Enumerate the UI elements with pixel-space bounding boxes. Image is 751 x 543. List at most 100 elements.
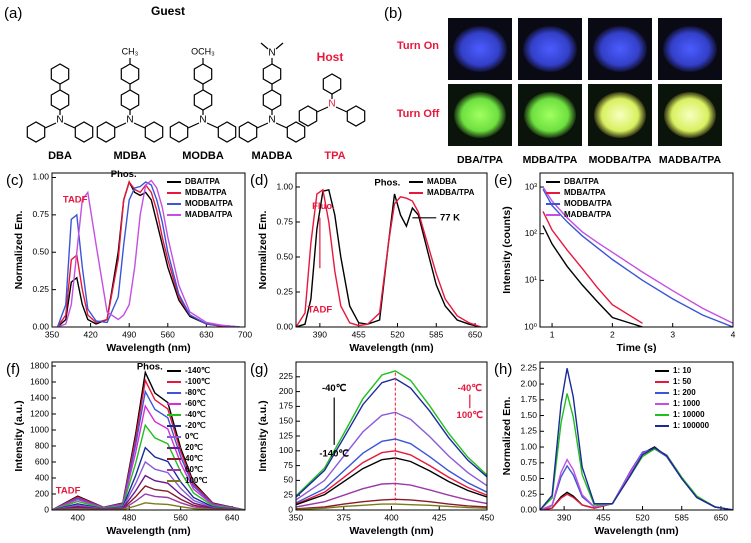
sample-label: MADBA/TPA (659, 154, 722, 166)
y-tick-label: 1400 (30, 392, 49, 402)
legend-label: -20℃ (185, 421, 206, 430)
legend-label: DBA/TPA (564, 177, 599, 186)
panel-label: (h) (494, 361, 512, 378)
y-tick-label: 125 (279, 430, 293, 440)
annotation: TADF (56, 485, 81, 496)
y-axis-label: Normalized Em. (501, 397, 513, 476)
series-line (542, 225, 643, 327)
y-tick-label: 400 (35, 472, 49, 482)
bond (114, 122, 127, 129)
powder (594, 92, 646, 138)
y-tick-label: 0.25 (32, 284, 49, 294)
y-tick-label: 1.00 (32, 172, 49, 182)
y-tick-label: 2.25 (520, 363, 537, 373)
y-tick-label: 225 (279, 371, 293, 381)
bond (206, 122, 219, 129)
row-label: Turn On (397, 40, 439, 52)
y-axis-label: Intensity (a.u.) (257, 400, 269, 471)
series-line (542, 188, 733, 327)
panel-label: (c) (6, 172, 24, 189)
sample-label: MDBA/TPA (523, 154, 578, 166)
x-tick-label: 630 (199, 329, 213, 339)
plot-frame (539, 361, 734, 511)
legend-label: 60℃ (185, 465, 203, 474)
y-tick-label: 1800 (30, 360, 49, 370)
bond (133, 122, 146, 129)
panel-label: (a) (4, 5, 22, 22)
y-tick-label: 0.00 (520, 504, 537, 514)
legend-label: MADBA/TPA (427, 188, 475, 197)
ring (238, 121, 258, 143)
ring (74, 121, 94, 143)
series-line (296, 188, 482, 327)
plot-frame (51, 172, 246, 328)
ring (298, 105, 318, 127)
x-tick-label: 3 (670, 329, 675, 339)
y-tick-label: 0.50 (276, 251, 293, 261)
y-tick-label: 600 (35, 456, 49, 466)
y-tick-label: 10² (525, 228, 537, 238)
y-tick-label: 0.75 (520, 457, 537, 467)
series-line (296, 503, 487, 510)
ring (322, 73, 342, 95)
annotation: TADF (63, 194, 88, 205)
bond (316, 106, 329, 113)
x-tick-label: 1 (550, 329, 555, 339)
y-tick-label: 50 (284, 475, 294, 485)
y-tick-label: 2.00 (520, 378, 537, 388)
plot-frame (539, 172, 734, 328)
legend-label: -80℃ (185, 388, 206, 397)
x-tick-label: 700 (238, 329, 252, 339)
annotation: Phos. (137, 361, 163, 372)
y-axis-label: Intensity (a.u.) (13, 400, 25, 471)
bond (256, 122, 269, 129)
x-tick-label: 2 (610, 329, 615, 339)
x-tick-label: 480 (122, 512, 136, 522)
y-tick-label: 10³ (525, 181, 537, 191)
ring (50, 89, 70, 111)
ring (193, 63, 213, 85)
x-tick-label: 390 (313, 329, 327, 339)
legend-label: MADBA/TPA (564, 210, 612, 219)
legend-label: MADBA (427, 177, 457, 186)
x-axis-label: Wavelength (nm) (106, 342, 190, 354)
legend-label: -60℃ (185, 399, 206, 408)
annotation: 77 K (440, 212, 460, 223)
series-line (296, 411, 487, 501)
ring (286, 121, 306, 143)
y-axis-label: Normalized Em. (257, 211, 269, 290)
x-tick-label: 425 (432, 512, 446, 522)
substituent: CH₃ (122, 46, 139, 56)
x-tick-label: 650 (714, 512, 728, 522)
x-tick-label: 455 (352, 329, 366, 339)
compound-name: MADBA (252, 150, 293, 162)
bond (63, 122, 76, 129)
series-line (52, 370, 245, 510)
series-line (296, 450, 487, 505)
y-tick-label: 1000 (30, 424, 49, 434)
ring (262, 63, 282, 85)
series-line (542, 186, 733, 324)
annotation: Fluo. (312, 201, 335, 212)
legend-label: -100℃ (185, 377, 210, 386)
legend-label: 1: 1000 (673, 399, 701, 408)
y-tick-label: 0.00 (32, 321, 49, 331)
y-tick-label: 1.00 (276, 181, 293, 191)
legend-label: 0℃ (185, 432, 198, 441)
x-tick-label: 520 (390, 329, 404, 339)
x-axis-label: Wavelength (nm) (349, 342, 433, 354)
ring (169, 121, 189, 143)
powder (523, 26, 577, 72)
atom: N (268, 48, 275, 59)
y-tick-label: 0.50 (32, 246, 49, 256)
x-tick-label: 520 (635, 512, 649, 522)
x-tick-label: 400 (384, 512, 398, 522)
panel-label: (b) (384, 5, 402, 22)
sample-label: MODBA/TPA (589, 154, 652, 166)
panel-label: (f) (6, 361, 20, 378)
legend-label: 100℃ (185, 476, 207, 485)
series-line (52, 378, 245, 510)
legend-label: MODBA/TPA (564, 199, 612, 208)
y-tick-label: 200 (35, 488, 49, 498)
x-axis-label: Wavelength (nm) (106, 525, 190, 537)
